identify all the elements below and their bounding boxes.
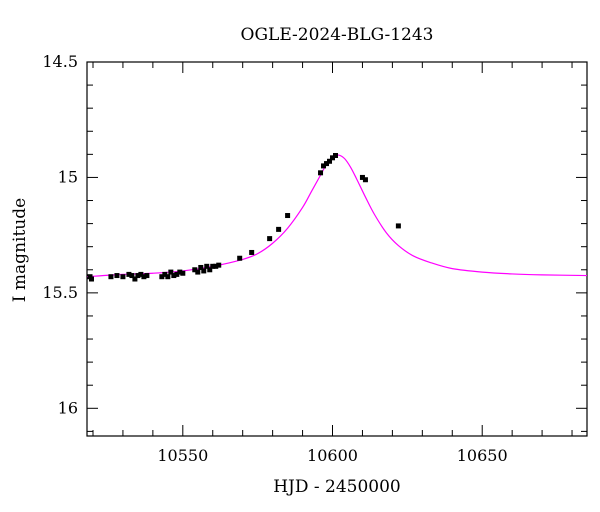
data-point xyxy=(318,170,324,176)
data-point xyxy=(267,236,273,242)
data-point xyxy=(177,269,183,275)
data-point xyxy=(132,276,138,282)
x-axis-label: HJD - 2450000 xyxy=(273,477,401,497)
data-points xyxy=(87,153,401,282)
data-point xyxy=(174,271,180,277)
data-point xyxy=(204,263,210,269)
data-point xyxy=(144,273,150,279)
data-point xyxy=(201,268,207,274)
data-point xyxy=(126,271,132,277)
data-point xyxy=(321,163,327,169)
data-point xyxy=(216,262,222,268)
data-point xyxy=(210,263,216,269)
plot-frame xyxy=(86,61,588,437)
data-point xyxy=(120,274,126,280)
y-axis-label: I magnitude xyxy=(10,198,30,302)
data-point xyxy=(162,271,168,277)
tick-marks xyxy=(87,61,587,436)
data-point xyxy=(165,274,171,280)
data-point xyxy=(195,269,201,275)
data-point xyxy=(207,267,213,273)
data-point xyxy=(213,263,219,269)
data-point xyxy=(108,274,114,280)
data-point xyxy=(359,174,365,180)
data-point xyxy=(330,155,336,161)
x-tick-label: 10550 xyxy=(157,446,208,465)
data-point xyxy=(192,267,198,273)
data-point xyxy=(129,273,135,279)
chart-title: OGLE-2024-BLG-1243 xyxy=(241,25,434,45)
data-point xyxy=(168,269,174,275)
data-point xyxy=(198,264,204,270)
y-tick-label: 15 xyxy=(58,167,78,186)
data-point xyxy=(180,270,186,276)
data-point xyxy=(395,223,401,229)
data-point xyxy=(285,213,291,219)
x-tick-labels: 10550 10600 10650 xyxy=(157,446,507,465)
data-point xyxy=(114,273,120,279)
y-tick-label: 16 xyxy=(58,398,78,417)
data-point xyxy=(159,274,165,280)
data-point xyxy=(88,276,94,282)
y-tick-label: 14.5 xyxy=(42,52,78,71)
data-point xyxy=(171,273,177,279)
y-tick-label: 15.5 xyxy=(42,283,78,302)
x-tick-label: 10600 xyxy=(307,446,358,465)
data-point xyxy=(324,161,330,167)
data-point xyxy=(138,271,144,277)
data-point xyxy=(135,273,141,279)
data-point xyxy=(237,255,243,261)
plot-data-layer xyxy=(87,153,587,282)
data-point xyxy=(362,177,368,183)
data-point xyxy=(249,249,255,255)
x-tick-label: 10650 xyxy=(457,446,508,465)
model-curve xyxy=(87,154,587,278)
y-tick-labels: 14.5 15 15.5 16 xyxy=(42,52,78,417)
data-point xyxy=(276,226,282,232)
data-point xyxy=(333,153,339,158)
data-point xyxy=(327,158,333,164)
data-point xyxy=(141,274,147,280)
